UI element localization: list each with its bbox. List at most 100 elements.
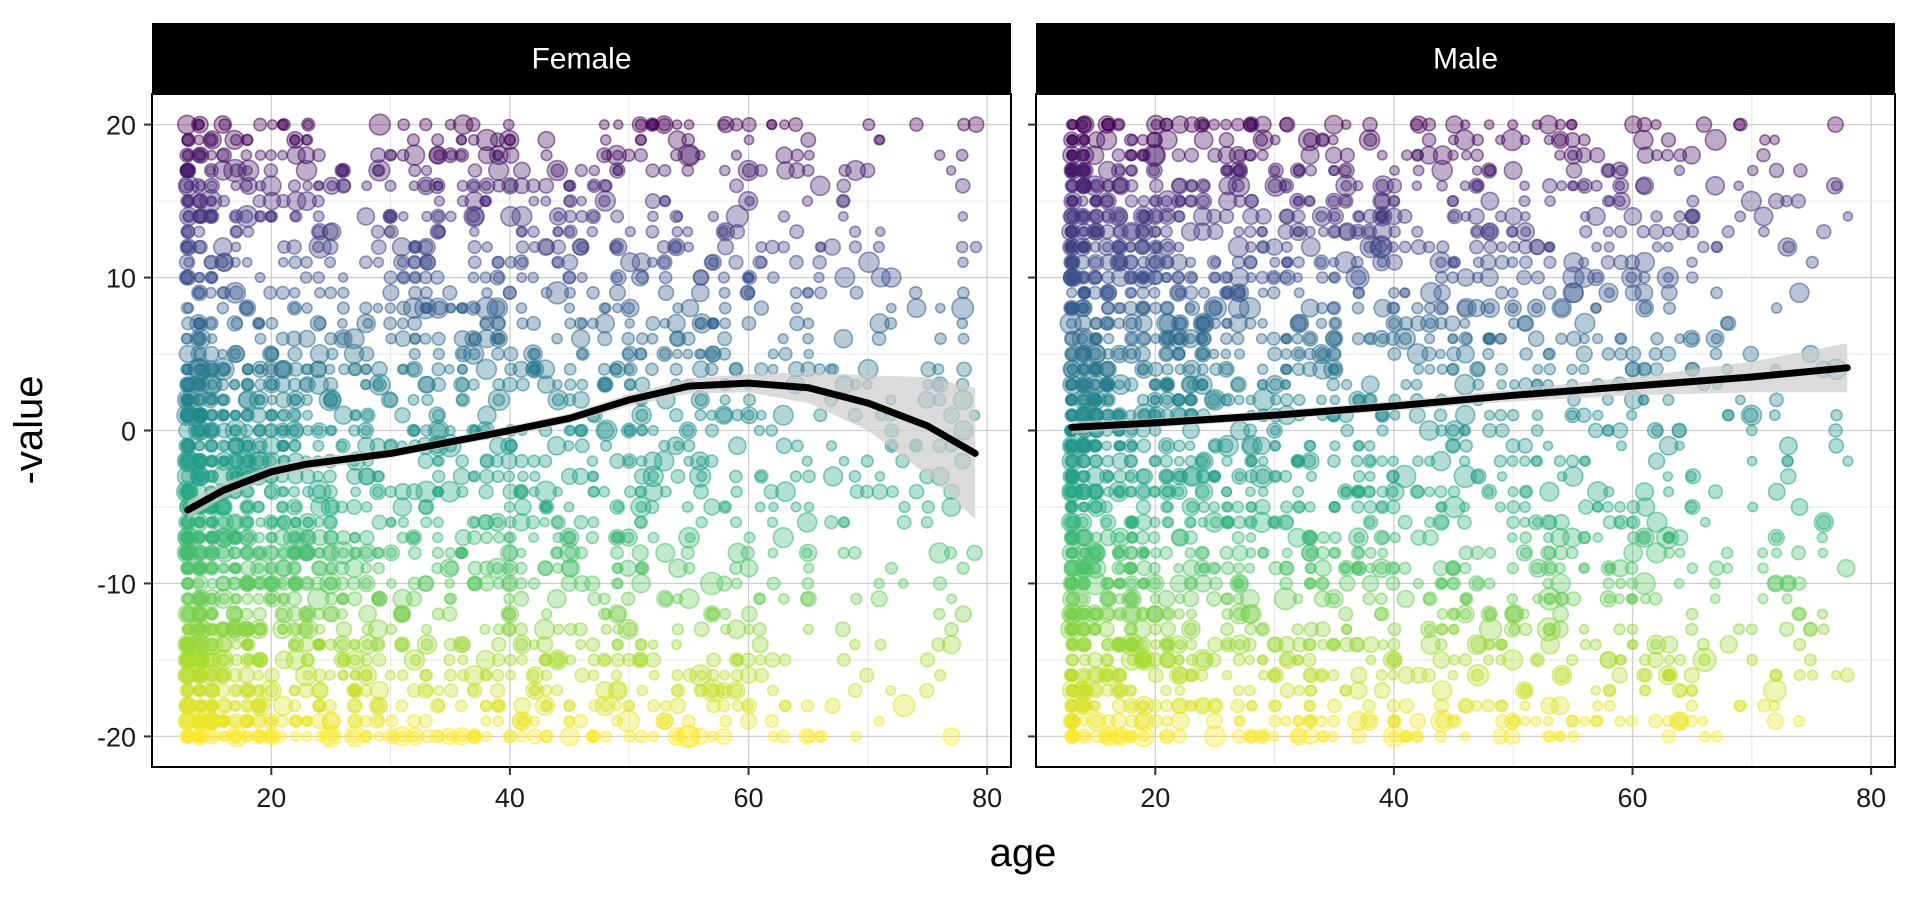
scatter-point bbox=[1388, 730, 1400, 743]
scatter-point bbox=[1099, 528, 1117, 547]
scatter-point bbox=[1634, 251, 1656, 273]
scatter-point bbox=[695, 516, 708, 529]
scatter-point bbox=[1113, 469, 1127, 484]
scatter-point bbox=[1745, 623, 1758, 636]
scatter-point bbox=[800, 590, 817, 607]
scatter-point bbox=[1278, 208, 1294, 224]
scatter-point bbox=[776, 161, 795, 180]
scatter-point bbox=[181, 363, 193, 375]
scatter-point bbox=[1159, 117, 1174, 132]
scatter-point bbox=[1592, 700, 1604, 712]
scatter-point bbox=[394, 637, 409, 652]
scatter-point bbox=[560, 559, 579, 578]
scatter-point bbox=[1349, 636, 1366, 653]
scatter-point bbox=[766, 119, 778, 131]
scatter-point bbox=[1780, 468, 1797, 485]
scatter-point bbox=[218, 409, 230, 421]
scatter-point bbox=[1828, 423, 1843, 438]
scatter-point bbox=[432, 469, 446, 484]
scatter-point bbox=[622, 699, 635, 713]
scatter-point bbox=[276, 545, 292, 561]
scatter-point bbox=[326, 730, 338, 742]
scatter-point bbox=[263, 285, 278, 300]
scatter-point bbox=[1186, 608, 1197, 620]
scatter-point bbox=[753, 424, 766, 437]
scatter-point bbox=[372, 256, 385, 268]
scatter-point bbox=[1195, 468, 1211, 485]
scatter-point bbox=[789, 224, 805, 240]
scatter-point bbox=[1708, 484, 1724, 500]
scatter-point bbox=[204, 286, 217, 299]
scatter-point bbox=[1436, 240, 1450, 254]
scatter-point bbox=[1280, 348, 1293, 360]
scatter-point bbox=[1218, 131, 1235, 148]
scatter-point bbox=[274, 650, 294, 670]
scatter-point bbox=[254, 149, 267, 161]
scatter-point bbox=[242, 225, 255, 238]
scatter-point bbox=[236, 451, 257, 472]
scatter-point bbox=[403, 649, 426, 671]
scatter-point bbox=[1134, 483, 1152, 501]
scatter-point bbox=[768, 501, 779, 513]
scatter-point bbox=[1099, 376, 1116, 393]
scatter-point bbox=[1184, 300, 1201, 316]
scatter-point bbox=[360, 546, 374, 560]
scatter-point bbox=[671, 226, 683, 238]
scatter-point bbox=[730, 577, 743, 590]
scatter-point bbox=[1732, 623, 1745, 636]
scatter-point bbox=[778, 653, 792, 667]
scatter-point bbox=[1566, 180, 1578, 192]
scatter-point bbox=[178, 421, 197, 440]
scatter-point bbox=[252, 194, 267, 208]
scatter-point bbox=[368, 113, 391, 136]
scatter-point bbox=[432, 347, 445, 361]
scatter-point bbox=[897, 578, 909, 589]
scatter-point bbox=[676, 724, 700, 748]
scatter-point bbox=[253, 576, 268, 591]
scatter-point bbox=[635, 500, 648, 513]
scatter-point bbox=[1148, 577, 1162, 590]
scatter-point bbox=[298, 636, 315, 653]
scatter-point bbox=[764, 652, 781, 668]
scatter-point bbox=[311, 484, 327, 500]
scatter-point bbox=[1483, 239, 1498, 255]
scatter-point bbox=[1828, 437, 1845, 454]
scatter-point bbox=[288, 286, 301, 299]
scatter-point bbox=[1460, 210, 1472, 222]
scatter-point bbox=[239, 209, 254, 224]
scatter-point bbox=[1364, 486, 1376, 498]
scatter-point bbox=[1245, 532, 1257, 543]
scatter-point bbox=[226, 436, 245, 455]
scatter-point bbox=[431, 133, 445, 147]
scatter-point bbox=[190, 345, 207, 363]
scatter-point bbox=[1709, 577, 1721, 590]
scatter-point bbox=[218, 592, 230, 605]
scatter-point bbox=[908, 483, 925, 500]
scatter-point bbox=[1267, 178, 1283, 194]
scatter-point bbox=[775, 437, 793, 455]
scatter-point bbox=[1586, 206, 1606, 227]
scatter-point bbox=[1079, 165, 1091, 177]
scatter-point bbox=[1351, 500, 1365, 514]
scatter-point bbox=[1198, 562, 1210, 574]
scatter-point bbox=[1170, 115, 1190, 134]
scatter-point bbox=[1193, 129, 1214, 150]
scatter-point bbox=[1575, 345, 1593, 363]
scatter-point bbox=[492, 378, 506, 392]
scatter-point bbox=[323, 392, 339, 408]
scatter-point bbox=[1113, 379, 1125, 390]
scatter-point bbox=[517, 256, 528, 268]
scatter-point bbox=[767, 547, 779, 559]
scatter-point bbox=[561, 530, 577, 545]
scatter-point bbox=[717, 238, 735, 256]
scatter-point bbox=[182, 209, 196, 224]
scatter-point bbox=[1527, 514, 1544, 531]
scatter-point bbox=[1624, 284, 1642, 302]
scatter-point bbox=[1698, 653, 1711, 667]
scatter-point bbox=[266, 531, 278, 544]
scatter-point bbox=[1292, 714, 1305, 728]
scatter-point bbox=[689, 451, 710, 471]
scatter-point bbox=[585, 730, 599, 743]
scatter-point bbox=[1611, 422, 1629, 439]
scatter-point bbox=[1110, 162, 1127, 179]
